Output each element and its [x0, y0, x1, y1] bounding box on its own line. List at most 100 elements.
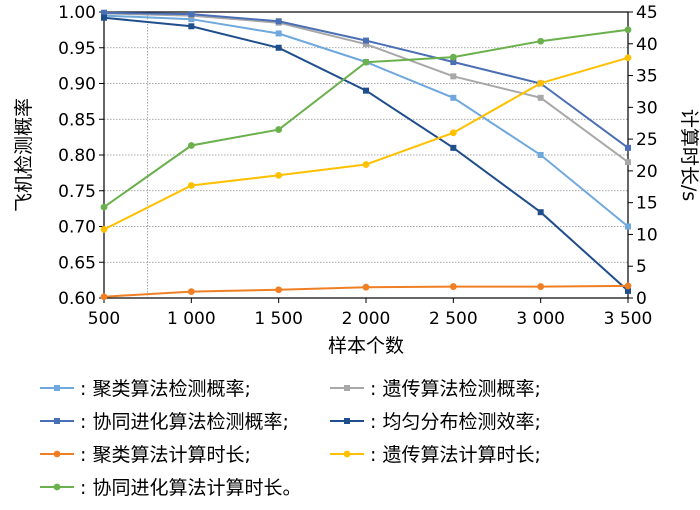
data-point — [363, 41, 369, 48]
data-point — [537, 79, 545, 87]
data-point — [101, 9, 107, 16]
data-point — [624, 282, 632, 290]
legend-swatch-marker — [344, 418, 350, 424]
y-left-tick-label: 0.85 — [58, 110, 96, 130]
data-point — [449, 53, 457, 61]
series-5 — [100, 282, 632, 301]
data-point — [362, 283, 370, 291]
y-right-tick-label: 10 — [636, 225, 658, 245]
series-line — [103, 14, 629, 228]
y-left-tick-label: 0.90 — [58, 75, 96, 95]
data-point — [624, 54, 632, 62]
legend-item-6: : 遗传算法计算时长; — [330, 444, 541, 466]
y-right-tick-label: 20 — [636, 162, 658, 182]
legend-label: : 聚类算法计算时长; — [80, 444, 251, 466]
y-right-tick-label: 45 — [636, 3, 658, 23]
data-point — [100, 225, 108, 233]
data-point — [624, 26, 632, 34]
x-tick-label: 500 — [88, 309, 120, 329]
data-point — [449, 283, 457, 290]
data-point — [363, 37, 369, 44]
data-point — [450, 144, 457, 151]
x-tick-label: 3 000 — [516, 309, 565, 329]
legend-swatch-marker — [53, 483, 61, 491]
legend-item-1: : 聚类算法检测概率; — [40, 378, 251, 400]
data-point — [275, 126, 283, 133]
data-point — [188, 23, 195, 30]
y-left-tick-label: 0.80 — [58, 146, 96, 166]
legend-label: : 协同进化算法检测概率; — [80, 411, 289, 433]
data-point — [275, 44, 282, 51]
y-left-tick-label: 0.70 — [58, 218, 96, 238]
data-point — [275, 30, 282, 37]
legend-item-2: : 遗传算法检测概率; — [330, 378, 541, 400]
y-right-tick-label: 25 — [636, 130, 658, 150]
legend-label: : 聚类算法检测概率; — [80, 378, 251, 400]
legend: : 聚类算法检测概率; : 遗传算法检测概率; : 协同进化算法检测概率; : 均匀分… — [40, 378, 541, 499]
x-tick-label: 2 000 — [342, 309, 391, 329]
data-point — [187, 288, 195, 296]
data-point — [100, 293, 108, 301]
legend-item-3: : 协同进化算法检测概率; — [40, 411, 289, 433]
y-right-tick-label: 5 — [636, 257, 647, 277]
data-point — [187, 182, 195, 189]
y-right-tick-label: 40 — [636, 35, 658, 55]
x-tick-label: 1 500 — [254, 309, 303, 329]
y-left-tick-label: 0.60 — [58, 289, 96, 309]
legend-label: : 遗传算法计算时长; — [370, 444, 541, 466]
data-point — [537, 283, 545, 290]
data-point — [275, 18, 282, 25]
x-tick-label: 1 000 — [167, 309, 216, 329]
data-point — [537, 152, 544, 158]
x-axis-label: 样本个数 — [328, 335, 404, 357]
y-right-tick-label: 30 — [636, 98, 658, 118]
y-axis-right: 0 5 10 15 20 25 30 35 40 45 — [628, 3, 658, 309]
data-point — [362, 58, 370, 66]
data-point — [363, 87, 369, 94]
y-right-tick-label: 15 — [636, 194, 658, 214]
data-point — [188, 16, 195, 23]
legend-item-5: : 聚类算法计算时长; — [40, 444, 251, 466]
y-left-tick-label: 0.65 — [58, 253, 96, 273]
data-point — [275, 286, 283, 294]
y-left-tick-label: 0.75 — [58, 182, 96, 202]
series-line — [103, 28, 629, 208]
x-axis: 500 1 000 1 500 2 000 2 500 3 000 3 500 — [88, 298, 653, 329]
data-point — [101, 14, 107, 21]
legend-item-7: : 协同进化算法计算时长。 — [40, 477, 301, 499]
series-4 — [101, 14, 631, 294]
x-tick-label: 3 500 — [604, 309, 653, 329]
data-point — [275, 171, 283, 179]
legend-label: : 遗传算法检测概率; — [370, 378, 541, 400]
legend-swatch-marker — [53, 450, 61, 458]
y-axis-left-label: 飞机检测概率 — [13, 98, 35, 212]
x-tick-label: 2 500 — [429, 309, 478, 329]
y-axis-right-label: 计算时长/s — [678, 109, 700, 201]
data-point — [362, 161, 370, 168]
data-point — [187, 142, 195, 149]
legend-item-4: : 均匀分布检测效率; — [330, 411, 541, 433]
legend-swatch-marker — [344, 385, 350, 391]
data-point — [625, 223, 631, 230]
data-point — [537, 209, 544, 216]
data-point — [450, 94, 457, 101]
y-axis-left: 0.60 0.65 0.70 0.75 0.80 0.85 0.90 0.95 1.00 — [58, 3, 104, 309]
grid-layer — [104, 11, 628, 299]
series-layer — [100, 9, 632, 301]
y-right-tick-label: 35 — [636, 67, 658, 87]
data-point — [625, 287, 631, 294]
legend-swatch-marker — [54, 418, 60, 424]
data-point — [188, 11, 195, 18]
y-left-tick-label: 1.00 — [58, 3, 96, 23]
series-7 — [100, 26, 632, 211]
data-point — [625, 144, 631, 151]
data-point — [450, 73, 457, 80]
data-point — [537, 37, 545, 45]
data-point — [450, 59, 457, 66]
data-point — [449, 129, 457, 137]
data-point — [537, 94, 544, 101]
legend-swatch-marker — [54, 385, 60, 391]
legend-swatch-marker — [343, 450, 351, 458]
